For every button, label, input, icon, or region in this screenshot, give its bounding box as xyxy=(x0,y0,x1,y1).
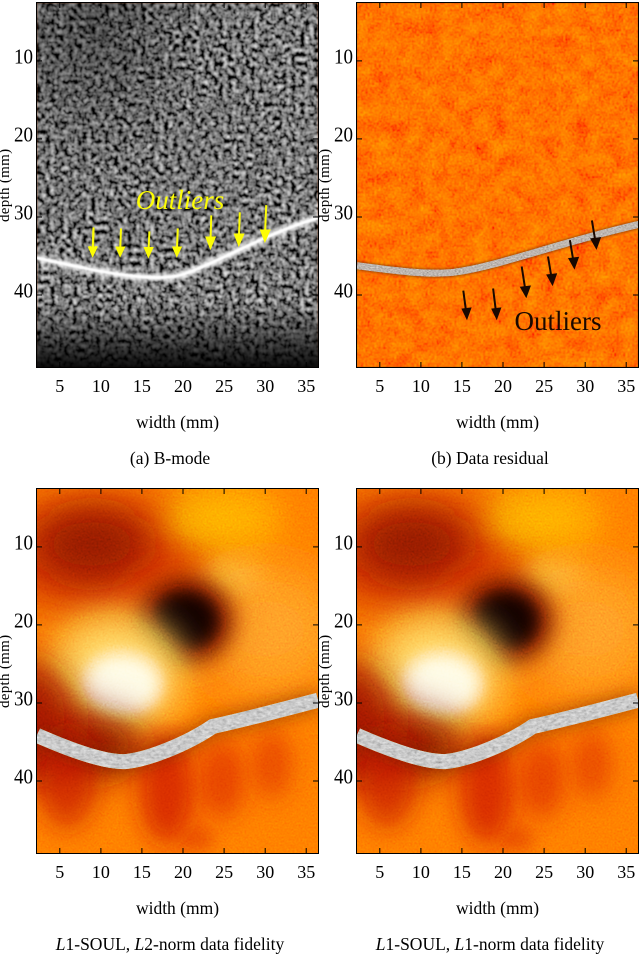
svg-text:Outliers: Outliers xyxy=(136,185,225,215)
svg-text:Outliers: Outliers xyxy=(515,306,602,336)
